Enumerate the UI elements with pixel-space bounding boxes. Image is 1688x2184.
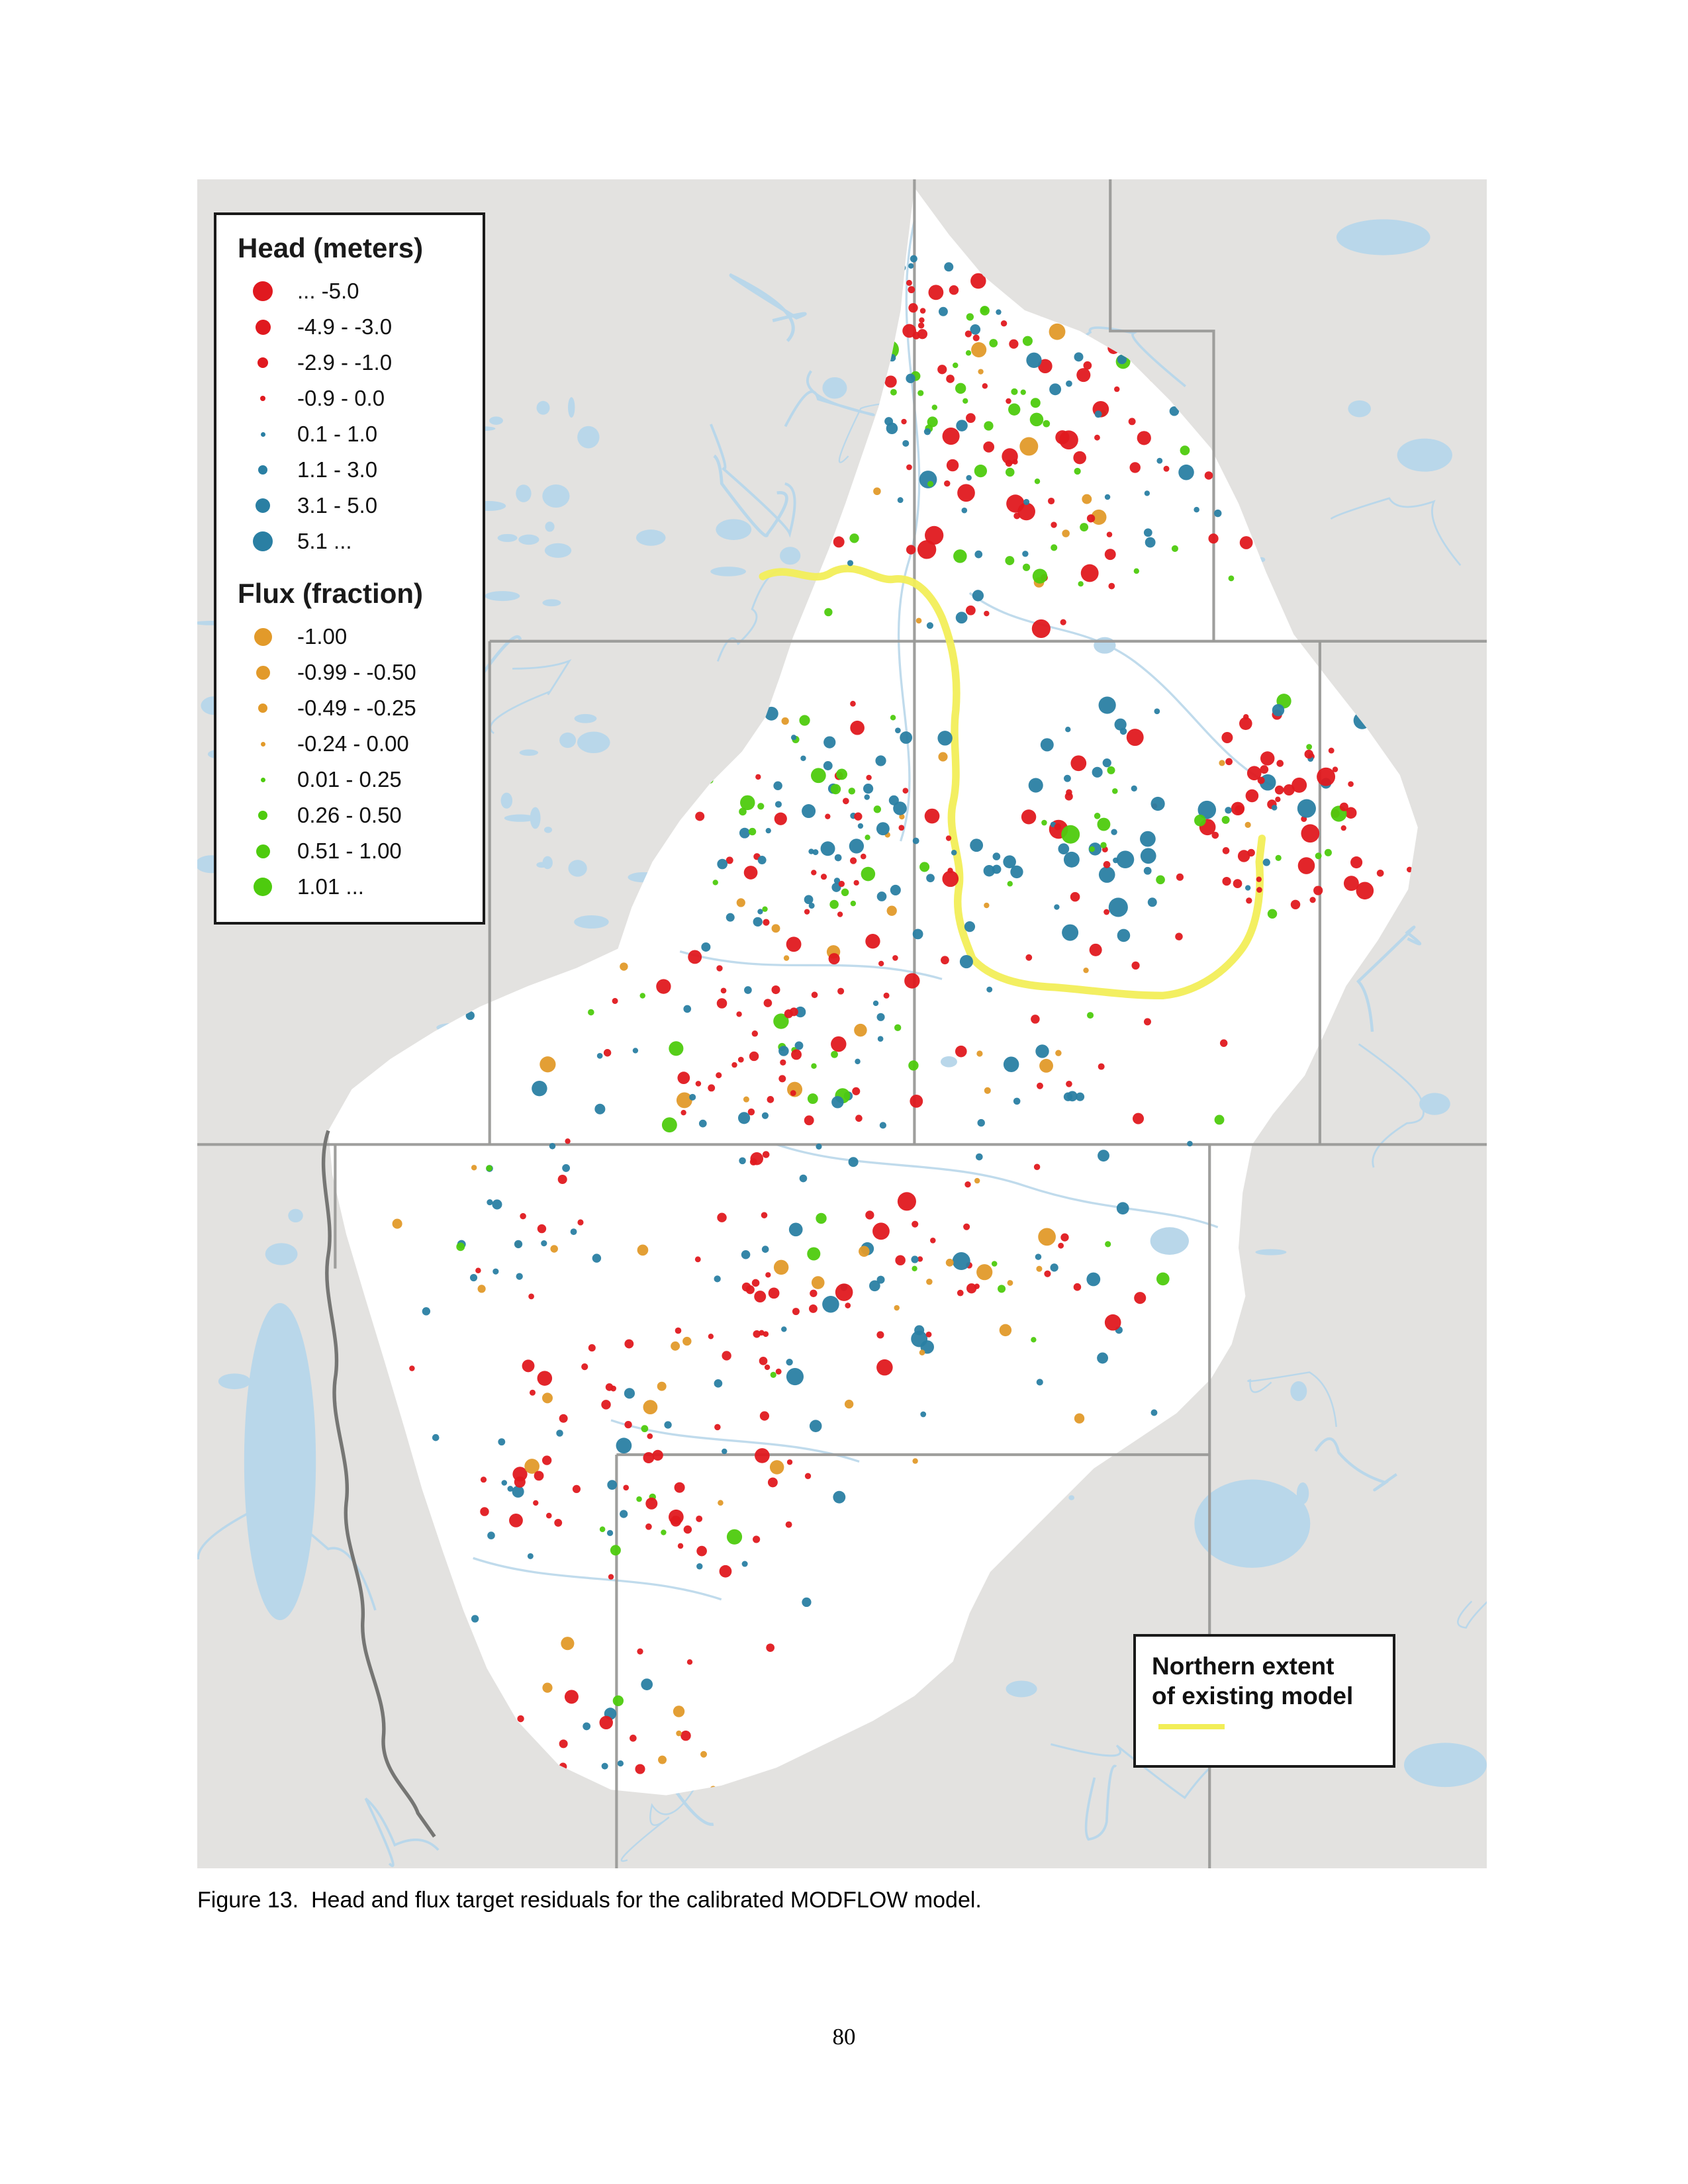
legend-item: 0.01 - 0.25	[228, 762, 473, 797]
legend-item-label: -0.49 - -0.25	[297, 696, 416, 720]
legend-swatch-dot	[256, 498, 270, 513]
legend-swatch-wrap	[228, 811, 297, 820]
legend-item: 3.1 - 5.0	[228, 488, 473, 523]
extent-line-swatch	[1158, 1724, 1225, 1730]
legend-swatch-wrap	[228, 777, 297, 782]
legend-swatch-dot	[256, 844, 270, 858]
legend-swatch-dot	[253, 531, 273, 551]
legend-item: 0.51 - 1.00	[228, 833, 473, 869]
legend-swatch-dot	[254, 627, 272, 646]
legend-item-label: -0.99 - -0.50	[297, 660, 416, 684]
legend-swatch-wrap	[228, 844, 297, 858]
legend-swatch-wrap	[228, 498, 297, 513]
legend-swatch-dot	[256, 665, 270, 680]
legend-swatch-dot	[260, 432, 265, 437]
legend-item: 1.1 - 3.0	[228, 452, 473, 488]
legend-swatch-dot	[253, 281, 273, 301]
legend-item-label: 0.26 - 0.50	[297, 803, 402, 827]
legend-item-label: -1.00	[297, 624, 348, 649]
legend-swatch-dot	[258, 704, 267, 713]
legend-item-label: 1.01 ...	[297, 874, 364, 899]
head-legend-rows: ... -5.0 -4.9 - -3.0 -2.9 - -1.0 -0.9 - …	[228, 273, 473, 559]
model-area-polygon	[328, 187, 1418, 1796]
flux-legend-rows: -1.00 -0.99 - -0.50 -0.49 - -0.25 -0.24 …	[228, 619, 473, 905]
map-legend: Head (meters) ... -5.0 -4.9 - -3.0 -2.9 …	[214, 212, 485, 925]
legend-item: -1.00	[228, 619, 473, 655]
extent-legend: Northern extent of existing model	[1133, 1634, 1395, 1768]
legend-swatch-dot	[258, 811, 267, 820]
legend-swatch-wrap	[228, 665, 297, 680]
legend-item: ... -5.0	[228, 273, 473, 309]
legend-swatch-wrap	[228, 432, 297, 437]
legend-swatch-wrap	[228, 704, 297, 713]
extent-legend-line2: of existing model	[1152, 1682, 1354, 1710]
legend-swatch-wrap	[228, 396, 297, 401]
northern-extent-line	[759, 565, 1266, 1000]
legend-item: -0.24 - 0.00	[228, 726, 473, 762]
legend-swatch-wrap	[228, 531, 297, 551]
legend-swatch-wrap	[228, 465, 297, 475]
head-legend-title: Head (meters)	[238, 232, 424, 263]
legend-item-label: 0.01 - 0.25	[297, 767, 402, 792]
legend-swatch-dot	[258, 357, 268, 368]
legend-item: 0.26 - 0.50	[228, 797, 473, 833]
extent-legend-line1: Northern extent	[1152, 1653, 1335, 1680]
legend-item-label: 1.1 - 3.0	[297, 457, 378, 482]
legend-swatch-wrap	[228, 627, 297, 646]
figure-caption: Figure 13. Head and flux target residual…	[197, 1888, 982, 1913]
legend-swatch-wrap	[228, 741, 297, 747]
legend-item: -0.9 - 0.0	[228, 381, 473, 416]
legend-item: -0.99 - -0.50	[228, 655, 473, 690]
inner-streams	[473, 220, 1274, 1601]
residual-dots	[392, 238, 1413, 1793]
legend-swatch-dot	[254, 878, 272, 896]
legend-swatch-wrap	[228, 281, 297, 301]
legend-swatch-wrap	[228, 878, 297, 896]
legend-swatch-dot	[255, 319, 271, 335]
map-svg	[197, 179, 1487, 1868]
legend-item: -4.9 - -3.0	[228, 309, 473, 345]
legend-swatch-dot	[260, 741, 265, 747]
river-border	[321, 1130, 436, 1838]
legend-item: 0.1 - 1.0	[228, 416, 473, 452]
legend-item: -0.49 - -0.25	[228, 690, 473, 726]
flux-legend-title: Flux (fraction)	[238, 578, 423, 609]
legend-swatch-wrap	[228, 357, 297, 368]
legend-item-label: 3.1 - 5.0	[297, 493, 378, 518]
legend-item-label: 0.1 - 1.0	[297, 422, 378, 446]
legend-item-label: -2.9 - -1.0	[297, 350, 393, 375]
legend-item-label: 0.51 - 1.00	[297, 839, 402, 863]
legend-item-label: 5.1 ...	[297, 529, 352, 553]
page-number: 80	[832, 2024, 856, 2050]
legend-swatch-dot	[258, 465, 267, 475]
legend-item-label: ... -5.0	[297, 279, 359, 303]
legend-item: 5.1 ...	[228, 523, 473, 559]
legend-item-label: -4.9 - -3.0	[297, 314, 393, 339]
legend-item: -2.9 - -1.0	[228, 345, 473, 381]
legend-swatch-wrap	[228, 319, 297, 335]
legend-item-label: -0.24 - 0.00	[297, 731, 409, 756]
legend-swatch-dot	[260, 396, 265, 401]
legend-item: 1.01 ...	[228, 869, 473, 905]
legend-item-label: -0.9 - 0.0	[297, 386, 385, 410]
map-figure: Head (meters) ... -5.0 -4.9 - -3.0 -2.9 …	[197, 179, 1487, 1868]
legend-swatch-dot	[260, 777, 265, 782]
